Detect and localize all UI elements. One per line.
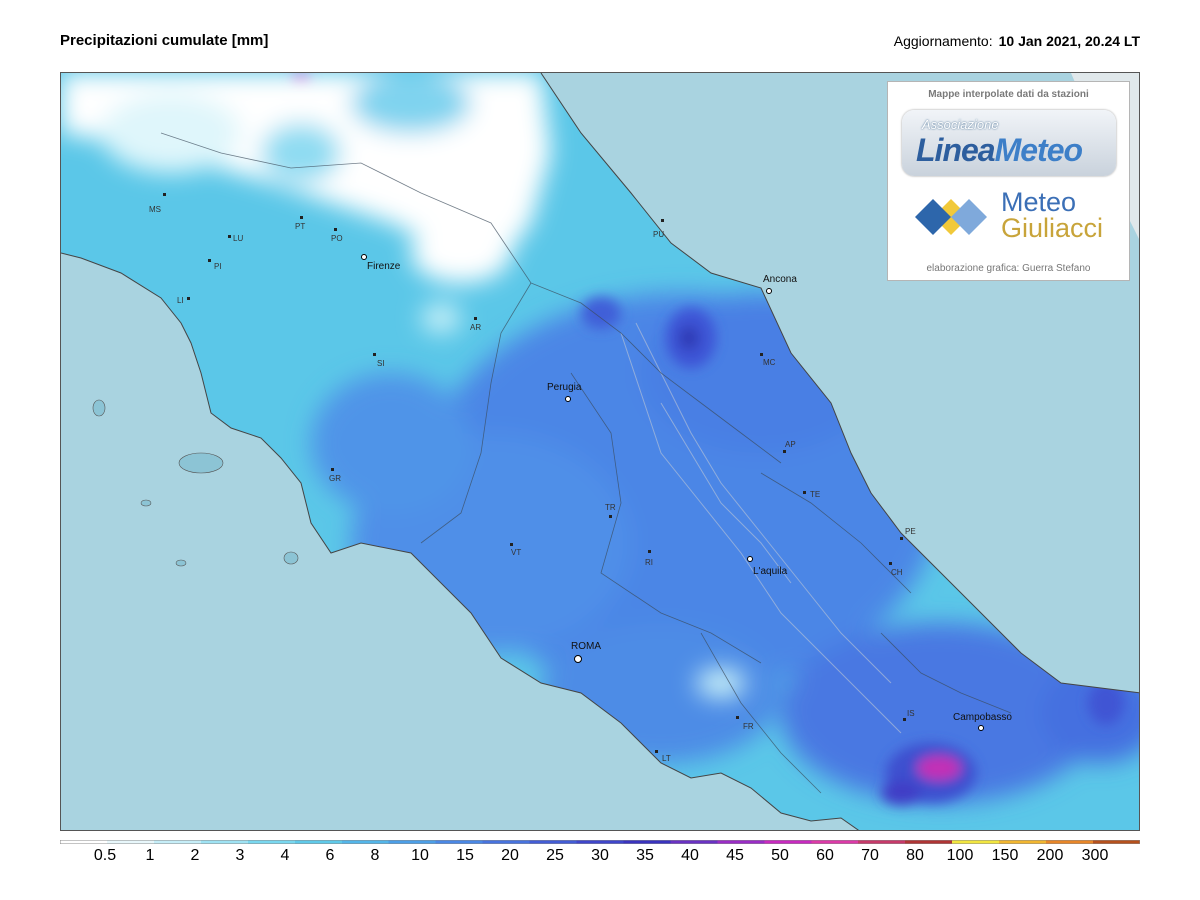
svg-text:FR: FR: [743, 722, 754, 731]
svg-text:PT: PT: [295, 222, 305, 231]
legend-tick: 200: [1036, 847, 1064, 864]
city-label-ancona: Ancona: [763, 274, 797, 285]
province-fr: FR: [736, 716, 754, 731]
province-ar: AR: [470, 317, 481, 332]
legend-tick: 100: [946, 847, 974, 864]
svg-text:PI: PI: [214, 262, 222, 271]
update-label: Aggiornamento:: [893, 33, 993, 49]
svg-text:MC: MC: [763, 358, 776, 367]
city-marker-ancona[interactable]: Ancona: [763, 274, 797, 294]
svg-text:LT: LT: [662, 754, 671, 763]
legend-tick: 30: [591, 847, 609, 864]
city-marker-laquila[interactable]: L'aquila: [747, 556, 788, 578]
legend-tick: 0.5: [93, 847, 117, 864]
province-tr: TR: [605, 503, 616, 518]
svg-text:VT: VT: [511, 548, 521, 557]
svg-text:IS: IS: [907, 709, 915, 718]
legend-tick: 8: [370, 847, 380, 864]
province-si: SI: [373, 353, 385, 368]
logo-caption: Mappe interpolate dati da stazioni: [928, 89, 1089, 100]
legend-tick: 150: [991, 847, 1019, 864]
province-pu: PU: [653, 219, 664, 239]
province-is: IS: [903, 709, 915, 721]
legend-tick: 20: [501, 847, 519, 864]
legend-tick: 4: [280, 847, 290, 864]
legend-tick: 10: [411, 847, 429, 864]
svg-text:LU: LU: [233, 234, 243, 243]
city-marker-roma[interactable]: ROMA: [571, 641, 601, 663]
province-pi: PI: [208, 259, 222, 271]
legend-tick: 60: [816, 847, 834, 864]
graphics-credit: elaborazione grafica: Guerra Stefano: [926, 263, 1091, 274]
city-label-laquila: L'aquila: [753, 566, 788, 577]
legend-tick: 300: [1081, 847, 1109, 864]
legend-tick: 1: [145, 847, 155, 864]
meteogiuliacci-logo-text: Meteo Giuliacci: [1001, 187, 1104, 243]
province-mc: MC: [760, 353, 776, 367]
legend-tick: 70: [861, 847, 879, 864]
svg-text:PU: PU: [653, 230, 664, 239]
lineameteo-logo-main: LineaMeteo: [916, 132, 1083, 168]
svg-text:PE: PE: [905, 527, 916, 536]
region-borders: [160, 132, 1012, 794]
legend-tick: 25: [546, 847, 564, 864]
svg-text:TE: TE: [810, 490, 820, 499]
legend-tick: 15: [456, 847, 474, 864]
legend-colorbar: [60, 840, 1140, 844]
svg-text:AP: AP: [785, 440, 796, 449]
logo-panel: Mappe interpolate dati da stazioni Assoc…: [887, 81, 1130, 281]
city-label-perugia: Perugia: [547, 382, 582, 393]
update-value: 10 Jan 2021, 20.24 LT: [998, 33, 1140, 49]
legend-tick: 80: [906, 847, 924, 864]
svg-text:PO: PO: [331, 234, 343, 243]
svg-text:AR: AR: [470, 323, 481, 332]
svg-text:LI: LI: [177, 296, 184, 305]
province-li: LI: [177, 296, 190, 305]
map-labels: Firenze Ancona Perugia L'aquila ROMA Cam…: [149, 193, 1012, 763]
province-gr: GR: [329, 468, 341, 483]
city-label-firenze: Firenze: [367, 261, 401, 272]
svg-text:CH: CH: [891, 568, 903, 577]
city-label-campobasso: Campobasso: [953, 712, 1012, 723]
province-ap: AP: [783, 440, 796, 453]
chart-title: Precipitazioni cumulate [mm]: [60, 32, 269, 49]
svg-text:MS: MS: [149, 205, 161, 214]
province-te: TE: [803, 490, 820, 499]
svg-text:GR: GR: [329, 474, 341, 483]
legend-tick: 40: [681, 847, 699, 864]
svg-text:SI: SI: [377, 359, 385, 368]
city-marker-campobasso[interactable]: Campobasso: [953, 712, 1012, 731]
lineameteo-logo-top: Associazione: [922, 117, 999, 132]
city-marker-perugia[interactable]: Perugia: [547, 382, 582, 402]
color-legend: 0.5 1 2 3 4 6 8 10 15 20 25 30 35 40 45 50 60 70 80 100 150 2…: [60, 838, 1140, 878]
svg-text:TR: TR: [605, 503, 616, 512]
lineameteo-logo[interactable]: Associazione LineaMeteo: [902, 110, 1116, 176]
province-vt: VT: [510, 543, 521, 557]
legend-tick: 3: [235, 847, 245, 864]
province-pt: PT: [295, 216, 305, 231]
legend-tick: 6: [325, 847, 335, 864]
islands: [92, 399, 299, 567]
province-ms: MS: [149, 193, 166, 214]
legend-tick: 35: [636, 847, 654, 864]
province-lt: LT: [655, 750, 671, 763]
meteogiuliacci-logo-icon: [915, 199, 987, 235]
coastline: [61, 73, 1139, 830]
legend-tick: 50: [771, 847, 789, 864]
update-timestamp: Aggiornamento: 10 Jan 2021, 20.24 LT: [894, 33, 1140, 49]
province-po: PO: [331, 228, 343, 243]
city-label-roma: ROMA: [571, 641, 601, 652]
province-ri: RI: [645, 550, 653, 567]
province-ch: CH: [889, 562, 903, 577]
province-pe: PE: [900, 527, 916, 540]
city-marker-firenze[interactable]: Firenze: [361, 254, 401, 273]
svg-text:RI: RI: [645, 558, 653, 567]
legend-tick: 45: [726, 847, 744, 864]
province-lu: LU: [228, 234, 243, 243]
legend-tick: 2: [190, 847, 200, 864]
